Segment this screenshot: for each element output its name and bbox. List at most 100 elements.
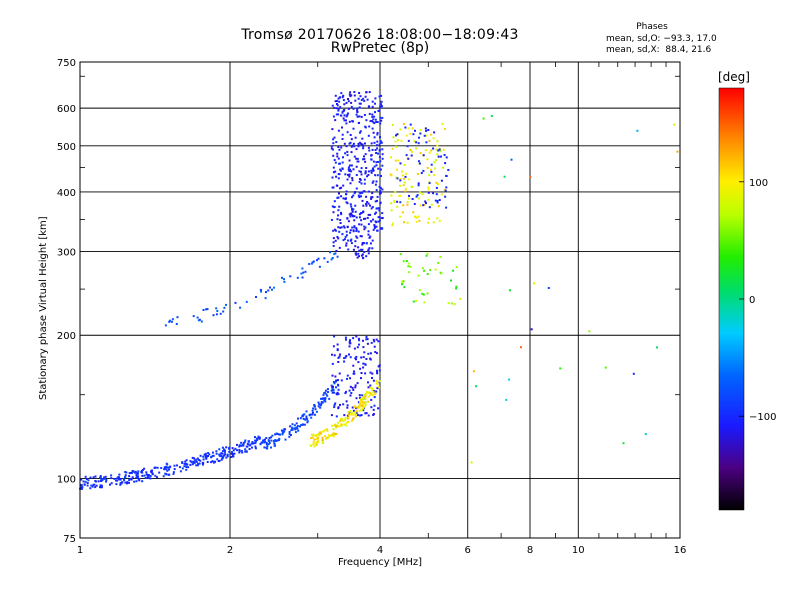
data-point [362, 407, 365, 410]
data-point [362, 405, 365, 408]
data-point [332, 115, 335, 118]
data-point [509, 289, 511, 292]
data-point [149, 475, 152, 477]
data-point [315, 438, 318, 440]
data-point [436, 200, 439, 202]
data-point [306, 421, 309, 424]
data-point [165, 473, 168, 476]
data-point [265, 443, 268, 446]
data-point [370, 158, 373, 161]
data-point [171, 318, 174, 321]
data-point [353, 405, 356, 408]
data-point [192, 460, 195, 463]
data-point [353, 94, 356, 97]
data-point [184, 460, 187, 463]
data-point [94, 486, 97, 489]
data-point [367, 223, 370, 226]
data-point [338, 230, 341, 233]
data-point [361, 143, 364, 146]
data-point [359, 400, 362, 403]
data-point [101, 478, 104, 481]
y-tick-label: 600 [57, 104, 76, 115]
data-point [264, 297, 267, 300]
data-point [289, 425, 292, 428]
data-point [216, 310, 219, 312]
data-point [206, 461, 209, 463]
data-point [343, 357, 346, 360]
data-point [368, 91, 371, 94]
data-point [240, 450, 243, 452]
data-point [162, 475, 165, 478]
data-point [335, 113, 338, 116]
data-point [311, 433, 314, 436]
data-point [241, 444, 244, 447]
data-point [340, 424, 343, 427]
data-point [131, 470, 134, 473]
data-point [254, 447, 257, 450]
data-point [240, 441, 243, 444]
data-point [360, 399, 363, 402]
data-point [352, 409, 355, 412]
data-point [348, 120, 351, 123]
data-point [80, 478, 83, 481]
data-point [325, 393, 328, 396]
data-point [379, 190, 382, 193]
data-point [272, 440, 275, 443]
data-point [378, 143, 381, 146]
data-point [310, 436, 312, 439]
data-point [256, 439, 259, 442]
data-point [141, 474, 144, 477]
data-point [371, 115, 374, 118]
data-point [421, 292, 424, 295]
data-point [360, 115, 363, 118]
data-point [409, 132, 412, 135]
data-point [391, 224, 394, 227]
data-point [240, 444, 243, 447]
data-point [345, 355, 348, 357]
data-point [319, 404, 322, 407]
data-point [339, 169, 342, 172]
data-point [349, 412, 352, 415]
data-point [433, 174, 435, 177]
data-point [378, 369, 381, 372]
data-point [294, 431, 297, 434]
data-point [338, 100, 341, 103]
data-point [355, 228, 358, 231]
data-point [349, 134, 352, 136]
data-point [330, 147, 333, 150]
data-point [367, 386, 370, 389]
data-point [399, 194, 402, 197]
data-point [135, 480, 138, 483]
data-point [350, 238, 353, 241]
y-tick-label: 300 [57, 247, 76, 258]
data-point [200, 320, 203, 323]
data-point [176, 464, 178, 467]
data-point [330, 145, 333, 148]
data-point [344, 198, 347, 201]
data-point [436, 140, 439, 143]
data-point [352, 194, 355, 197]
data-point [427, 186, 430, 189]
data-point [437, 183, 439, 186]
data-point [439, 255, 442, 258]
data-point [367, 190, 370, 193]
data-point [330, 389, 333, 392]
data-point [302, 417, 305, 420]
data-point [233, 452, 236, 455]
data-point [362, 339, 364, 342]
data-point [395, 134, 397, 137]
y-tick-label: 200 [57, 331, 76, 342]
data-point [324, 400, 327, 403]
data-point [137, 475, 140, 478]
data-point [379, 122, 382, 125]
data-point [355, 397, 358, 400]
data-point [406, 201, 409, 203]
data-point [336, 103, 338, 105]
data-point [247, 440, 250, 443]
data-point [355, 358, 357, 361]
data-point [407, 127, 410, 130]
data-point [320, 402, 323, 405]
data-point [357, 414, 359, 417]
data-point [378, 364, 381, 367]
data-point [355, 227, 358, 230]
